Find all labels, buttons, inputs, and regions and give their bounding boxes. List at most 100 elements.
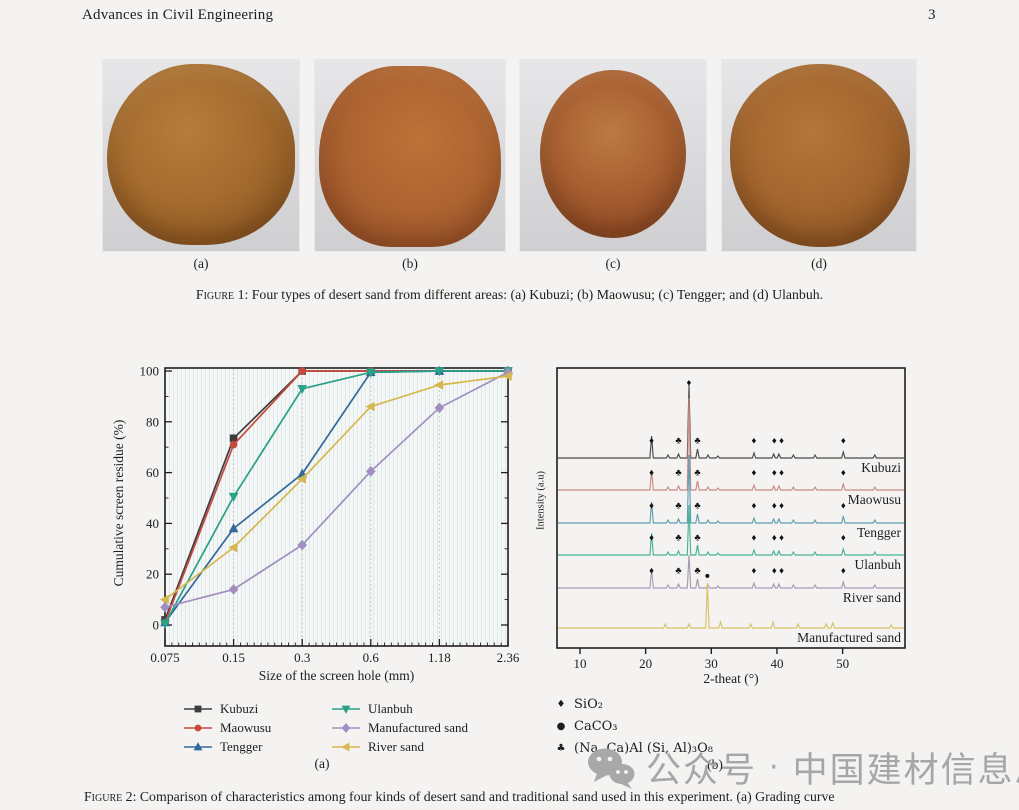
svg-text:♦: ♦ <box>772 437 777 447</box>
svg-text:♦: ♦ <box>841 437 846 447</box>
figure1-caption-label: Figure 1: <box>195 287 249 302</box>
svg-text:♦: ♦ <box>841 502 846 512</box>
svg-text:♦: ♦ <box>772 567 777 577</box>
legend-marker-icon <box>184 741 212 750</box>
svg-text:2.36: 2.36 <box>497 650 520 665</box>
phase-marker-icon: ♦ <box>556 699 566 710</box>
xrd-legend-item: ♦ SiO₂ <box>556 694 713 716</box>
svg-text:20: 20 <box>639 656 652 671</box>
legend-item-manufactured-sand: Manufactured sand <box>331 718 468 737</box>
legend-label: Manufactured sand <box>368 719 468 735</box>
legend-item-river-sand: River sand <box>331 737 468 756</box>
svg-text:Kubuzi: Kubuzi <box>861 460 901 475</box>
svg-text:♦: ♦ <box>649 502 654 512</box>
svg-text:♣: ♣ <box>675 534 681 544</box>
xrd-x-axis-label: 2-theat (°) <box>703 671 759 686</box>
xrd-y-axis-label: Intensity (a.u) <box>535 471 547 530</box>
phase-marker-icon: ♣ <box>556 743 566 754</box>
svg-text:♣: ♣ <box>694 437 700 447</box>
svg-text:0.075: 0.075 <box>150 650 179 665</box>
svg-text:♣: ♣ <box>675 502 681 512</box>
svg-text:♦: ♦ <box>752 502 757 512</box>
phase-marker-icon: ● <box>556 721 566 732</box>
svg-text:Ulanbuh: Ulanbuh <box>855 557 902 572</box>
grading-y-axis-label: Cumulative screen residue (%) <box>111 419 126 587</box>
svg-text:♦: ♦ <box>779 437 784 447</box>
svg-text:♦: ♦ <box>841 534 846 544</box>
sand-pile-image <box>318 65 502 248</box>
figure2-caption-label: Figure 2: <box>84 789 137 804</box>
svg-text:♦: ♦ <box>779 567 784 577</box>
legend-label: River sand <box>368 738 424 754</box>
svg-text:♦: ♦ <box>649 567 654 577</box>
svg-text:80: 80 <box>146 414 159 429</box>
svg-text:♦: ♦ <box>779 469 784 479</box>
svg-text:♦: ♦ <box>752 469 757 479</box>
legend-item-kubuzi: Kubuzi <box>183 699 331 718</box>
sand-photo-kubuzi <box>103 60 299 251</box>
legend-label: Kubuzi <box>220 700 259 716</box>
svg-text:1.18: 1.18 <box>428 650 451 665</box>
legend-marker-icon <box>332 722 360 733</box>
svg-text:30: 30 <box>705 656 718 671</box>
photo-label-b: (b) <box>402 256 418 271</box>
legend-marker-icon <box>332 705 360 714</box>
legend-marker-icon <box>184 705 212 712</box>
legend-label: Tengger <box>220 738 263 754</box>
svg-text:♦: ♦ <box>752 567 757 577</box>
svg-text:♦: ♦ <box>752 534 757 544</box>
legend-item-tengger: Tengger <box>183 737 331 756</box>
svg-text:40: 40 <box>770 656 783 671</box>
svg-text:Manufactured sand: Manufactured sand <box>797 630 901 645</box>
svg-text:Tengger: Tengger <box>857 525 902 540</box>
svg-text:♣: ♣ <box>694 502 700 512</box>
legend-item-ulanbuh: Ulanbuh <box>331 699 468 718</box>
svg-text:♦: ♦ <box>752 437 757 447</box>
svg-text:♦: ♦ <box>649 437 654 447</box>
svg-text:●: ● <box>704 572 710 582</box>
grading-x-axis-label: Size of the screen hole (mm) <box>258 668 415 683</box>
svg-text:40: 40 <box>146 516 159 531</box>
svg-text:♣: ♣ <box>675 567 681 577</box>
svg-text:♦: ♦ <box>841 469 846 479</box>
svg-text:0.15: 0.15 <box>222 650 245 665</box>
watermark-text-2: 中国建材信息总网 <box>792 751 1019 791</box>
grading-curve-chart: 0.075 0.15 0.3 0.6 1.18 2.36 0 20 40 60 80 100 <box>140 364 520 666</box>
xrd-legend: ♦ SiO₂ ● CaCO₃ ♣ (Na, Ca)Al (Si, Al)₃O₈ <box>556 694 714 760</box>
watermark: 公众号 · 中国建材信息总网 <box>586 742 1019 793</box>
sand-pile-image <box>540 69 686 238</box>
photo-label-a: (a) <box>193 256 209 271</box>
svg-text:0.3: 0.3 <box>294 650 310 665</box>
svg-text:♦: ♦ <box>772 502 777 512</box>
wechat-icon <box>588 748 635 789</box>
photo-label-d: (d) <box>811 256 827 271</box>
svg-text:♦: ♦ <box>649 534 654 544</box>
figure2-caption-text: Comparison of characteristics among four… <box>136 789 835 804</box>
svg-text:♦: ♦ <box>772 469 777 479</box>
svg-text:♣: ♣ <box>694 567 700 577</box>
legend-label: Maowusu <box>220 719 272 735</box>
svg-text:Maowusu: Maowusu <box>848 492 901 507</box>
svg-text:♦: ♦ <box>779 534 784 544</box>
phase-label: SiO₂ <box>574 697 603 712</box>
page-number: 3 <box>928 7 936 23</box>
svg-text:60: 60 <box>146 465 159 480</box>
xrd-chart: 10 20 30 40 50♦ ♣♦♣ ♦ ♦ ♦ ♦Kubuzi♦ ♣ ♣ ♦ ♦ ♦ ♦Maowusu♦ ♣… <box>556 367 906 671</box>
svg-text:♣: ♣ <box>675 437 681 447</box>
phase-label: CaCO₃ <box>574 719 618 734</box>
svg-text:♦: ♦ <box>779 502 784 512</box>
legend-marker-icon <box>184 724 212 731</box>
legend-marker-icon <box>332 742 360 751</box>
sand-photo-ulanbuh <box>722 60 916 251</box>
sand-pile-image <box>106 63 296 246</box>
svg-text:100: 100 <box>140 364 160 379</box>
svg-text:♣: ♣ <box>675 469 681 479</box>
svg-text:♦: ♦ <box>687 379 692 389</box>
figure2-caption: Figure 2: Comparison of characteristics … <box>84 789 1019 805</box>
svg-text:♦: ♦ <box>772 534 777 544</box>
figure1-caption: Figure 1: Four types of desert sand from… <box>0 287 1019 303</box>
journal-title: Advances in Civil Engineering <box>82 7 274 23</box>
svg-text:0: 0 <box>153 618 160 633</box>
svg-text:50: 50 <box>836 656 849 671</box>
